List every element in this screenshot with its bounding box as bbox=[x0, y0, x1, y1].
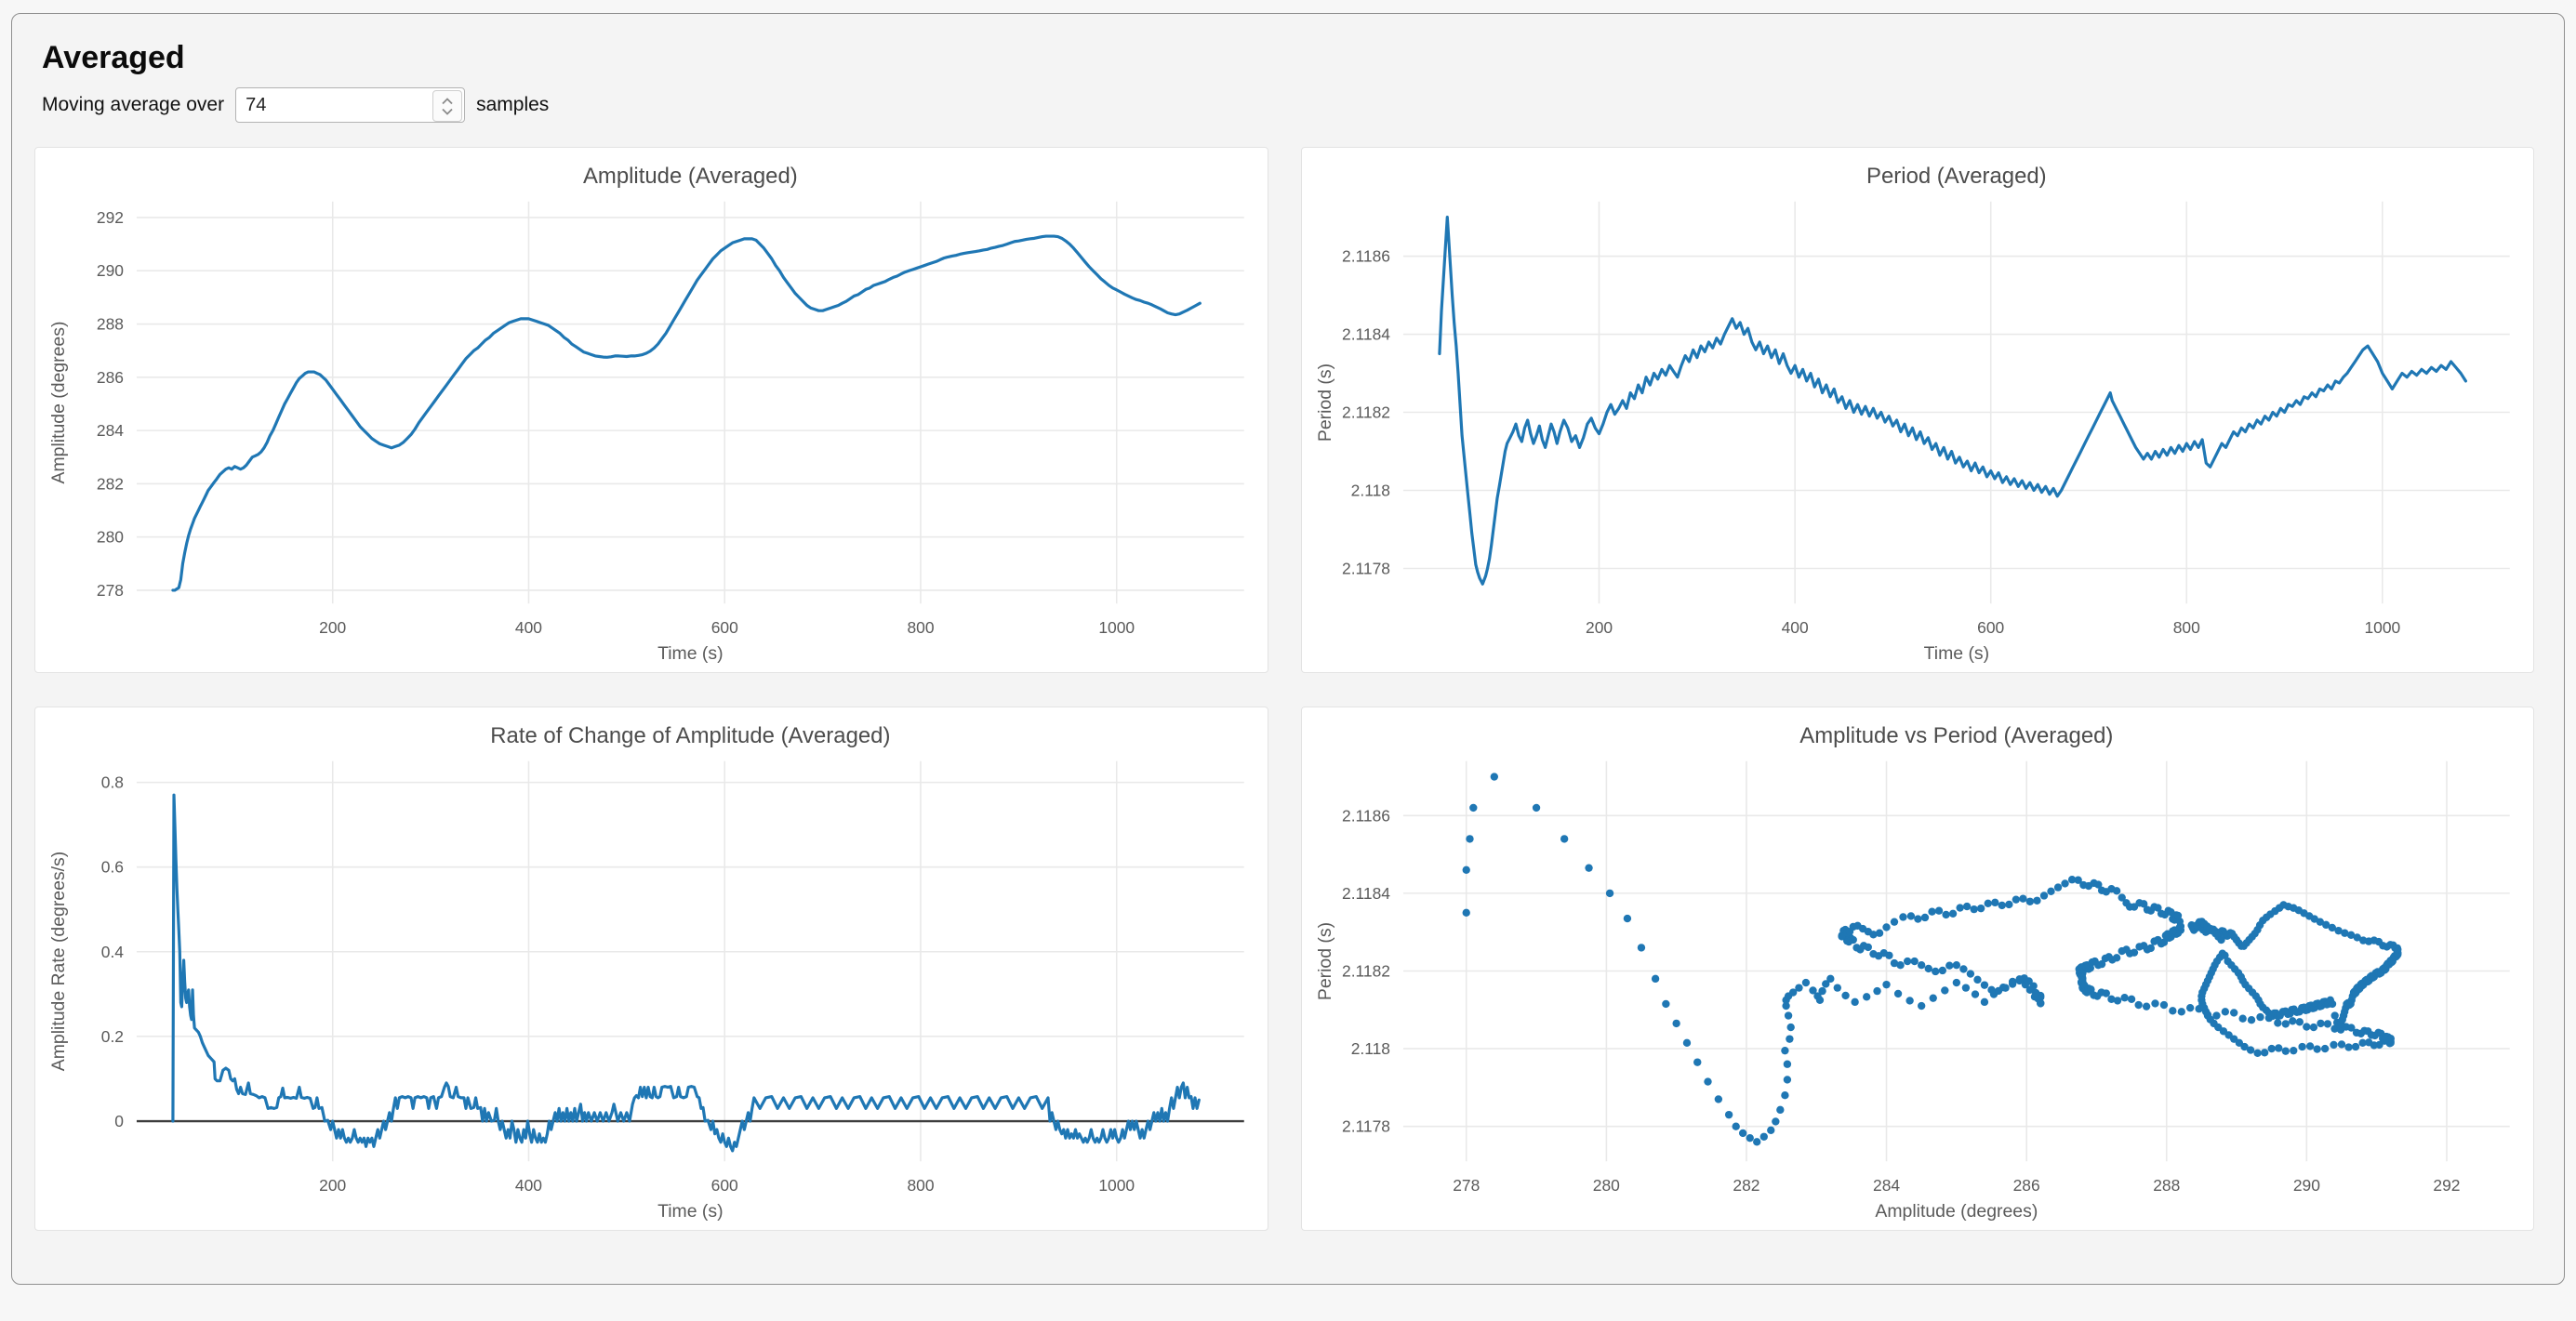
svg-text:2.1182: 2.1182 bbox=[1342, 961, 1390, 980]
period-chart-panel: Period (Averaged) 200 400 600 800 1000 2.1178 2… bbox=[1301, 147, 2534, 673]
svg-text:1000: 1000 bbox=[1098, 618, 1135, 637]
spinner-down-icon[interactable] bbox=[442, 108, 453, 115]
charts-grid: Amplitude (Averaged) 200 400 600 800 1000 278 2… bbox=[34, 147, 2542, 1231]
svg-text:Amplitude (degrees): Amplitude (degrees) bbox=[48, 322, 69, 484]
svg-text:2.1186: 2.1186 bbox=[1342, 247, 1390, 266]
svg-text:288: 288 bbox=[2153, 1176, 2180, 1195]
svg-text:0: 0 bbox=[114, 1112, 124, 1130]
svg-text:0.8: 0.8 bbox=[101, 773, 124, 792]
moving-average-label-after: samples bbox=[476, 94, 550, 115]
svg-text:Period (s): Period (s) bbox=[1315, 922, 1335, 1000]
svg-text:200: 200 bbox=[1586, 618, 1613, 637]
number-spinner[interactable] bbox=[432, 90, 463, 122]
svg-text:Period (s): Period (s) bbox=[1315, 363, 1335, 442]
svg-text:284: 284 bbox=[1873, 1176, 1900, 1195]
svg-text:800: 800 bbox=[907, 618, 934, 637]
svg-text:278: 278 bbox=[97, 581, 124, 600]
svg-text:282: 282 bbox=[1733, 1176, 1759, 1195]
svg-text:Period (Averaged): Period (Averaged) bbox=[1866, 164, 2047, 189]
svg-text:600: 600 bbox=[1977, 618, 2004, 637]
moving-average-controls: Moving average over samples bbox=[42, 87, 2542, 123]
svg-text:284: 284 bbox=[97, 421, 124, 440]
spinner-up-icon[interactable] bbox=[442, 97, 453, 105]
amplitude-vs-period-chart-panel: Amplitude vs Period (Averaged) 278 280 282 2… bbox=[1301, 707, 2534, 1231]
svg-text:600: 600 bbox=[711, 618, 738, 637]
svg-text:200: 200 bbox=[319, 1176, 346, 1195]
svg-text:0.6: 0.6 bbox=[101, 858, 124, 877]
svg-text:292: 292 bbox=[97, 208, 124, 227]
svg-text:286: 286 bbox=[97, 368, 124, 387]
svg-text:Rate of Change of Amplitude (A: Rate of Change of Amplitude (Averaged) bbox=[490, 723, 890, 748]
amplitude-chart: Amplitude (Averaged) 200 400 600 800 1000 278 2… bbox=[48, 164, 1244, 664]
amplitude-vs-period-chart: Amplitude vs Period (Averaged) 278 280 282 2… bbox=[1315, 723, 2510, 1222]
svg-text:2.1184: 2.1184 bbox=[1342, 325, 1390, 344]
page-title: Averaged bbox=[42, 40, 185, 75]
svg-text:2.1182: 2.1182 bbox=[1342, 403, 1390, 422]
svg-text:Amplitude vs Period (Averaged): Amplitude vs Period (Averaged) bbox=[1799, 723, 2113, 748]
amplitude-rate-chart: Rate of Change of Amplitude (Averaged) 20… bbox=[48, 723, 1244, 1222]
svg-text:2.118: 2.118 bbox=[1351, 481, 1390, 499]
svg-text:Time (s): Time (s) bbox=[657, 643, 723, 664]
svg-text:280: 280 bbox=[97, 528, 124, 547]
svg-text:400: 400 bbox=[515, 618, 542, 637]
svg-text:0.4: 0.4 bbox=[101, 943, 125, 961]
svg-text:400: 400 bbox=[515, 1176, 542, 1195]
svg-text:Time (s): Time (s) bbox=[1924, 643, 1989, 664]
svg-text:290: 290 bbox=[97, 261, 124, 280]
svg-text:200: 200 bbox=[319, 618, 346, 637]
svg-text:278: 278 bbox=[1453, 1176, 1480, 1195]
svg-text:600: 600 bbox=[711, 1176, 738, 1195]
svg-text:1000: 1000 bbox=[1098, 1176, 1135, 1195]
svg-text:290: 290 bbox=[2293, 1176, 2320, 1195]
moving-average-input[interactable] bbox=[235, 87, 466, 123]
svg-text:800: 800 bbox=[2173, 618, 2200, 637]
svg-text:Amplitude (degrees): Amplitude (degrees) bbox=[1875, 1201, 2038, 1222]
svg-text:2.1178: 2.1178 bbox=[1342, 559, 1390, 577]
svg-text:2.1186: 2.1186 bbox=[1342, 806, 1390, 825]
svg-text:400: 400 bbox=[1782, 618, 1809, 637]
period-chart: Period (Averaged) 200 400 600 800 1000 2.1178 2… bbox=[1315, 164, 2510, 664]
svg-text:2.118: 2.118 bbox=[1351, 1039, 1390, 1058]
svg-text:2.1178: 2.1178 bbox=[1342, 1117, 1390, 1136]
svg-text:0.2: 0.2 bbox=[101, 1027, 124, 1046]
svg-text:Time (s): Time (s) bbox=[657, 1201, 723, 1222]
svg-text:280: 280 bbox=[1593, 1176, 1620, 1195]
page-container: Averaged Moving average over samples Amp… bbox=[11, 13, 2565, 1285]
amplitude-rate-chart-panel: Rate of Change of Amplitude (Averaged) 20… bbox=[34, 707, 1268, 1231]
amplitude-chart-panel: Amplitude (Averaged) 200 400 600 800 1000 278 2… bbox=[34, 147, 1268, 673]
svg-text:282: 282 bbox=[97, 474, 124, 493]
moving-average-label-before: Moving average over bbox=[42, 94, 225, 115]
svg-text:Amplitude (Averaged): Amplitude (Averaged) bbox=[583, 164, 798, 189]
svg-text:286: 286 bbox=[2013, 1176, 2040, 1195]
moving-average-input-wrap bbox=[235, 87, 466, 123]
svg-text:Amplitude Rate (degrees/s): Amplitude Rate (degrees/s) bbox=[48, 852, 69, 1071]
svg-text:1000: 1000 bbox=[2364, 618, 2400, 637]
svg-text:288: 288 bbox=[97, 315, 124, 334]
svg-text:800: 800 bbox=[907, 1176, 934, 1195]
svg-text:2.1184: 2.1184 bbox=[1342, 884, 1390, 903]
svg-text:292: 292 bbox=[2433, 1176, 2460, 1195]
